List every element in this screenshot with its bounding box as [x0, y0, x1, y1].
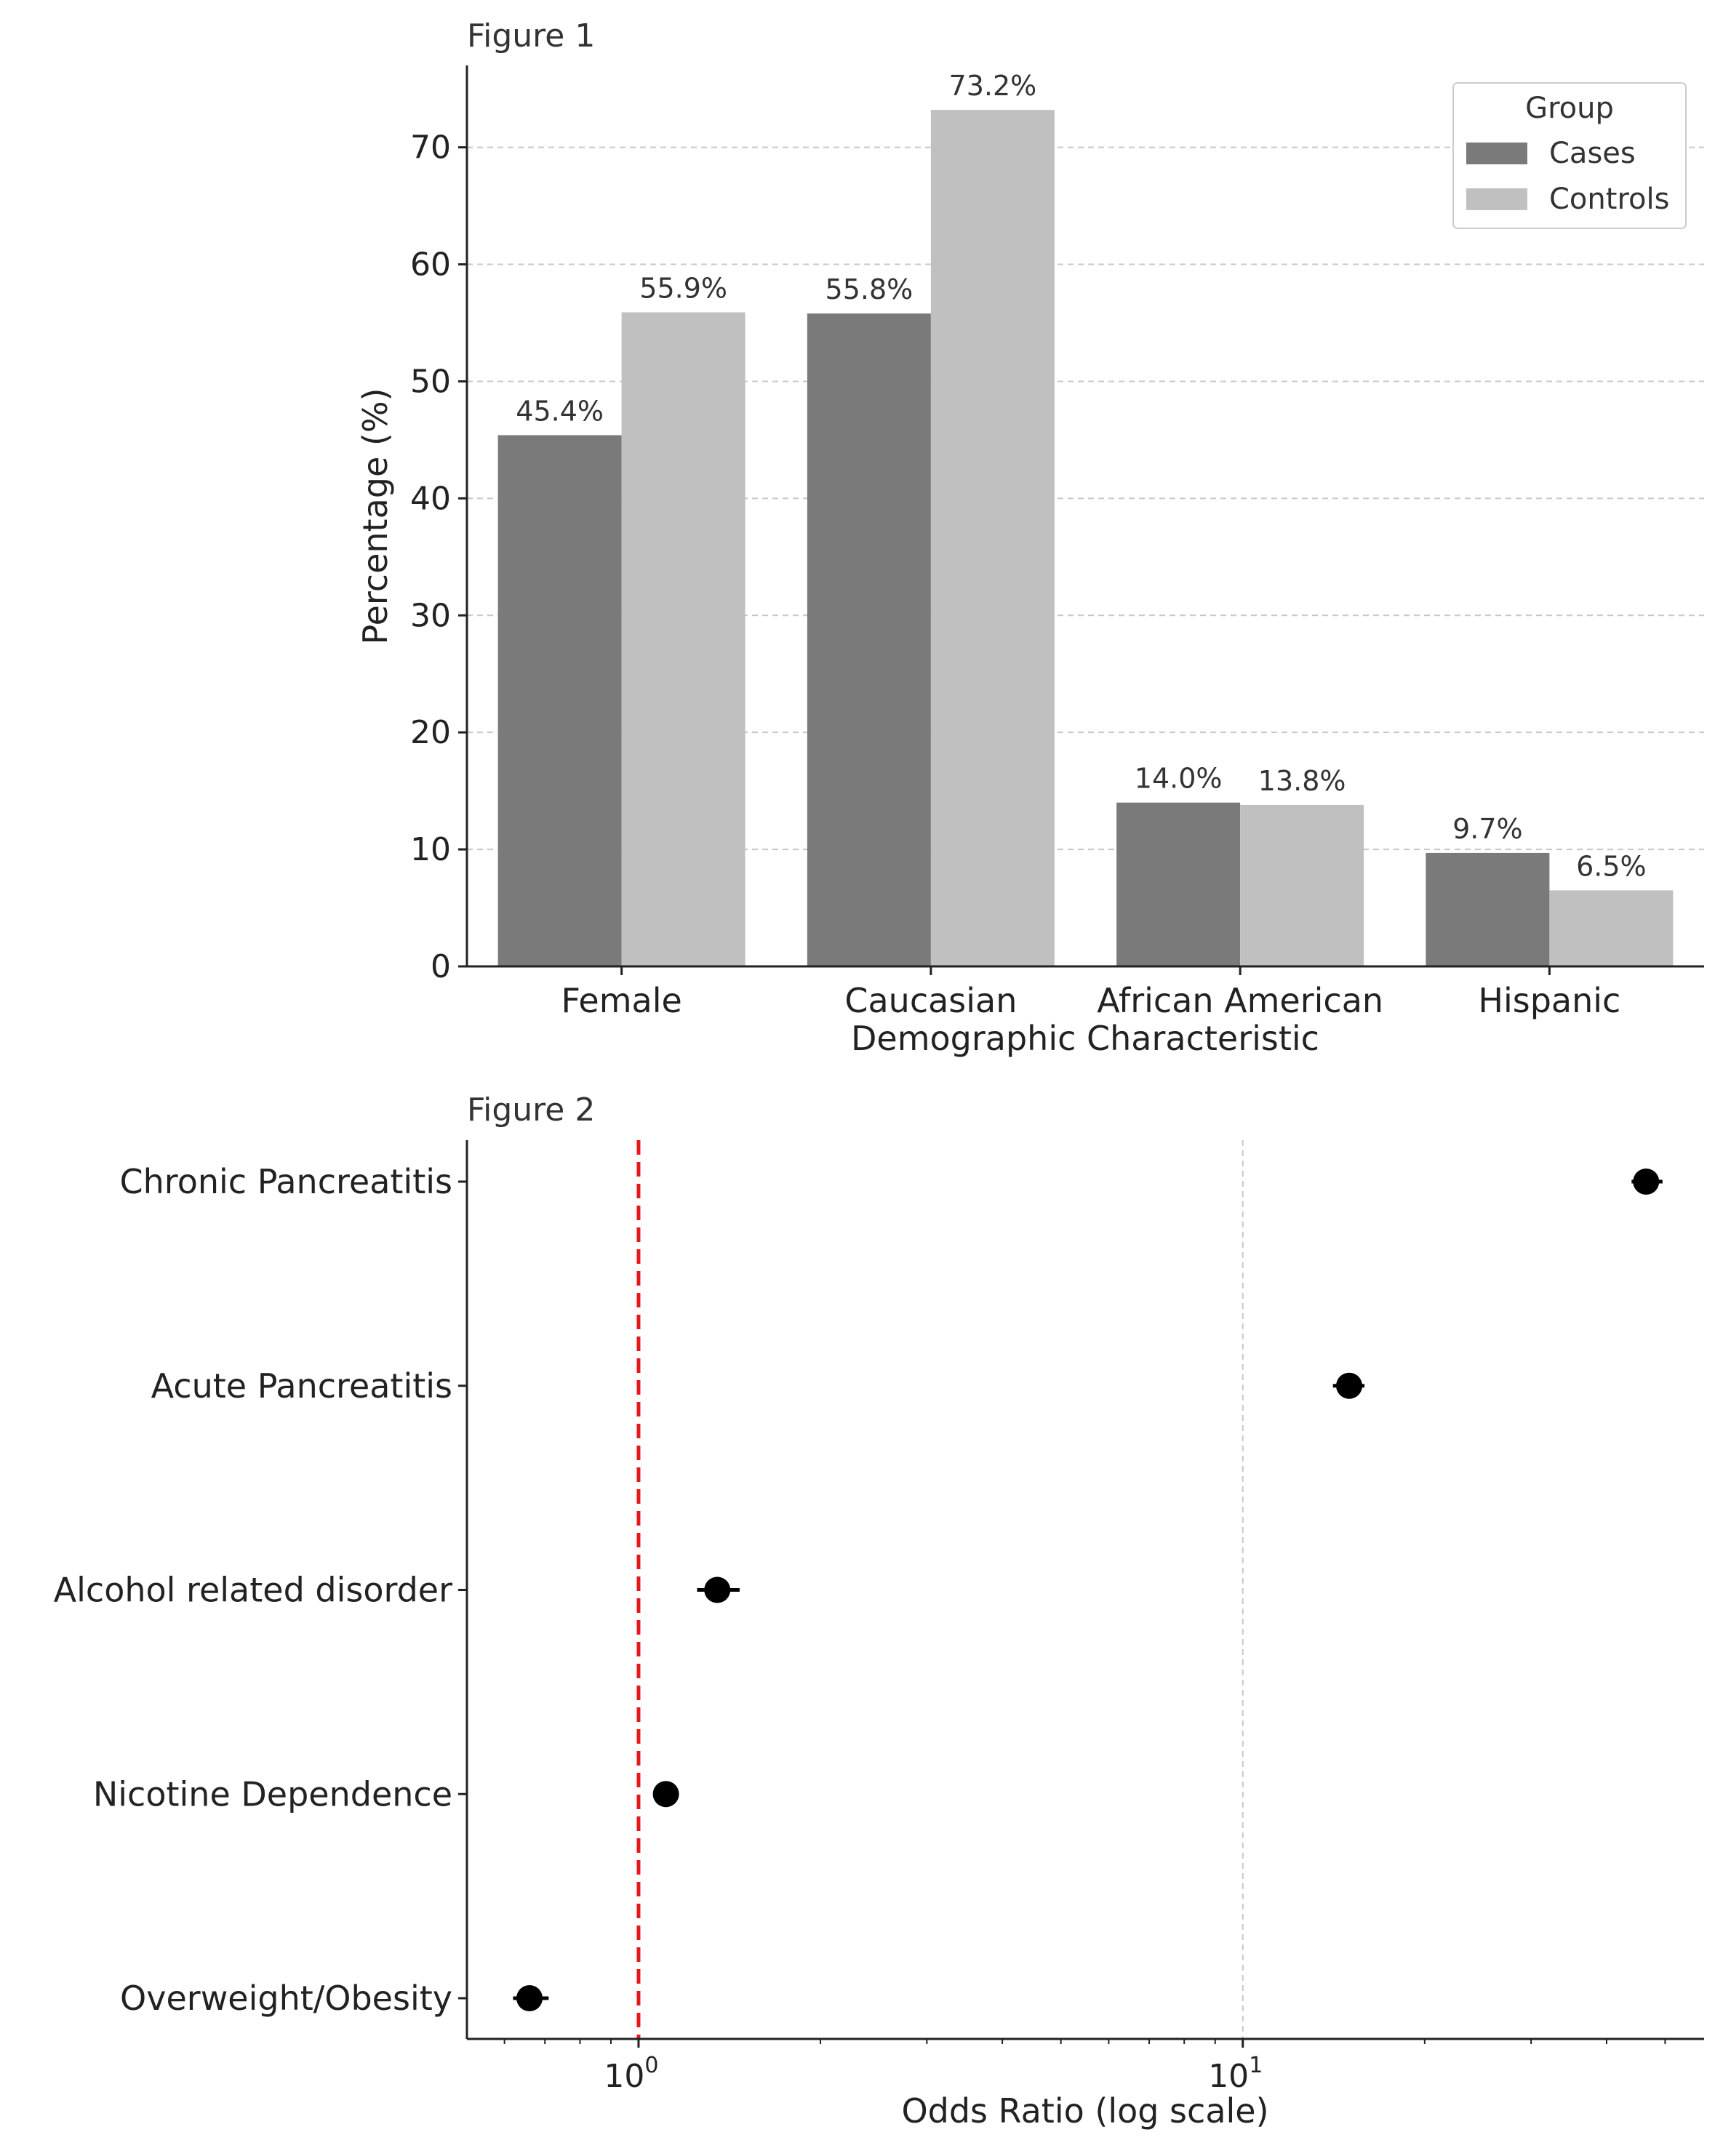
y-tick-label: Overweight/Obesity	[120, 1979, 452, 2018]
or-point	[652, 1781, 679, 1808]
bar-controls	[930, 110, 1055, 966]
bar-cases	[497, 435, 622, 966]
x-tick-label: Caucasian	[844, 981, 1017, 1020]
y-tick-label: 20	[410, 714, 451, 751]
y-tick-label: 10	[410, 831, 451, 868]
y-tick-label: 50	[410, 363, 451, 400]
bar-value-label: 14.0%	[1135, 763, 1223, 795]
bar-cases	[1116, 802, 1241, 966]
bars	[497, 110, 1674, 966]
bar-controls	[1549, 890, 1674, 966]
y-tick-label: 0	[431, 948, 451, 985]
x-axis-label: Odds Ratio (log scale)	[901, 2091, 1268, 2131]
x-tick-label: Hispanic	[1478, 981, 1620, 1020]
bar-cases	[1426, 852, 1550, 966]
legend: Group Cases Controls	[1452, 82, 1687, 229]
bar-controls	[1240, 804, 1364, 966]
y-tick-label: Alcohol related disorder	[54, 1571, 452, 1610]
or-point	[1633, 1169, 1660, 1195]
x-axis-ticks: Female Caucasian African American Hispanic	[561, 966, 1620, 1020]
y-axis-label: Percentage (%)	[356, 388, 395, 645]
y-axis-ticks: Chronic Pancreatitis Acute Pancreatitis Al…	[54, 1162, 467, 2018]
bar-value-label: 55.8%	[825, 273, 914, 305]
forest-plot-figure-2: Figure 2 Chronic Pancreatitis Acute Pancr…	[54, 1091, 1704, 2131]
bar-chart-figure-1: Figure 1 45.4% 55.9% 55.8% 73.2% 14.0% 13.8% 9…	[356, 17, 1704, 1058]
legend-label-cases: Cases	[1549, 137, 1636, 170]
y-tick-label: Chronic Pancreatitis	[120, 1162, 452, 1201]
y-tick-label: Acute Pancreatitis	[151, 1366, 452, 1406]
y-tick-label: 70	[410, 129, 451, 167]
x-tick-exponent: 0	[644, 2053, 658, 2078]
x-tick-exponent: 1	[1249, 2053, 1263, 2078]
bar-value-labels: 45.4% 55.9% 55.8% 73.2% 14.0% 13.8% 9.7% 6.5%	[516, 70, 1646, 882]
bar-value-label: 9.7%	[1452, 813, 1523, 845]
x-tick-label: African American	[1097, 981, 1383, 1020]
y-tick-label: 40	[410, 480, 451, 517]
y-tick-label: 60	[410, 247, 451, 284]
legend-swatch-cases	[1466, 143, 1527, 164]
x-tick-label: 101	[1208, 2053, 1263, 2095]
legend-title: Group	[1525, 92, 1614, 125]
bar-value-label: 13.8%	[1258, 765, 1346, 797]
x-tick-label: 100	[604, 2053, 658, 2095]
or-point	[1336, 1372, 1363, 1399]
bar-cases	[807, 313, 931, 966]
y-tick-label: 30	[410, 597, 451, 634]
chart-title: Figure 1	[467, 17, 595, 55]
odds-ratio-points	[513, 1169, 1663, 2011]
bar-controls	[621, 312, 745, 966]
x-tick-base: 10	[1208, 2058, 1249, 2095]
legend-swatch-controls	[1466, 188, 1527, 210]
bar-value-label: 73.2%	[949, 70, 1037, 102]
x-axis-ticks: 100 101	[503, 2039, 1666, 2095]
bar-value-label: 45.4%	[516, 395, 604, 427]
x-axis-label: Demographic Characteristic	[851, 1019, 1319, 1058]
y-axis-ticks: 0 10 20 30 40 50 60 70	[410, 129, 467, 985]
y-tick-label: Nicotine Dependence	[93, 1774, 452, 1814]
legend-label-controls: Controls	[1549, 183, 1669, 216]
or-point	[704, 1576, 731, 1603]
bar-value-label: 6.5%	[1576, 850, 1647, 882]
bar-value-label: 55.9%	[639, 273, 727, 305]
or-point	[516, 1985, 543, 2011]
chart-title: Figure 2	[467, 1091, 595, 1129]
x-tick-label: Female	[561, 981, 681, 1020]
x-tick-base: 10	[604, 2058, 644, 2095]
